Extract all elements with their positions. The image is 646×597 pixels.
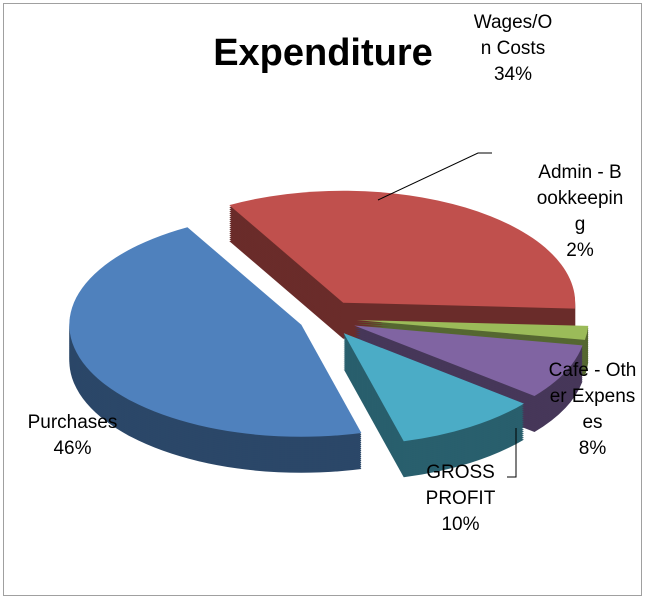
data-label: Purchases 46% [10, 410, 135, 462]
label-name: GROSS PROFIT [425, 462, 496, 509]
slice-group [229, 190, 576, 345]
slice-group [69, 227, 362, 473]
leader-line [507, 428, 517, 478]
label-value: 8% [578, 438, 607, 459]
slice [354, 325, 583, 396]
label-name: Cafe - Other Expenses [548, 360, 637, 433]
label-name: Wages/On Costs [473, 12, 553, 59]
slice [69, 227, 362, 437]
slice-group [343, 333, 524, 478]
slice [343, 333, 524, 442]
label-value: 2% [566, 240, 594, 261]
chart-title: Expenditure [213, 32, 433, 74]
slice [229, 190, 576, 309]
label-name: Purchases [27, 412, 118, 433]
data-label: GROSS PROFIT 10% [418, 460, 503, 538]
label-name: Admin - Bookkeeping [536, 162, 624, 235]
data-label: Admin - Bookkeeping 2% [535, 160, 625, 264]
pie [69, 190, 589, 478]
label-value: 34% [493, 64, 533, 85]
label-value: 46% [53, 438, 92, 459]
label-value: 10% [441, 514, 480, 535]
data-label: Cafe - Other Expenses 8% [545, 358, 640, 462]
slice [356, 320, 589, 340]
leader-line [377, 152, 492, 201]
data-label: Wages/On Costs 34% [470, 10, 556, 88]
